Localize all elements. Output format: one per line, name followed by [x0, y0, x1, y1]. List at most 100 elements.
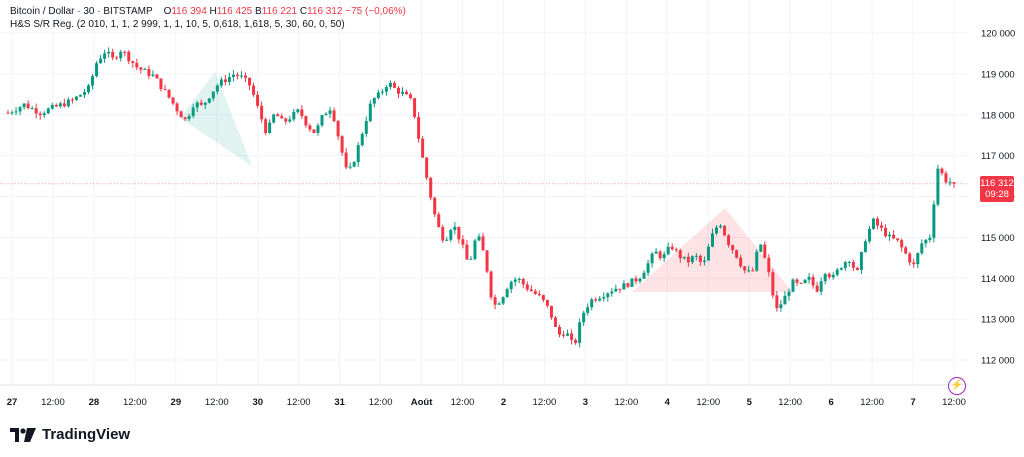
candle: [320, 114, 324, 128]
candle: [332, 107, 336, 123]
candle: [787, 288, 791, 301]
candle: [811, 274, 815, 289]
indicator-row: H&S S/R Reg. (2 010, 1, 1, 2 999, 1, 1, …: [10, 18, 406, 31]
x-tick-label: 31: [334, 397, 345, 408]
candle-body: [219, 79, 223, 86]
tradingview-logo[interactable]: TradingView: [10, 426, 130, 443]
candle-body: [710, 233, 714, 247]
candle: [244, 72, 248, 82]
candle: [219, 76, 223, 88]
candle: [235, 72, 239, 80]
x-tick-label: 28: [89, 397, 100, 408]
candle: [91, 73, 95, 90]
candle: [380, 88, 384, 96]
candle: [819, 277, 823, 295]
candle-body: [260, 105, 264, 120]
candle: [871, 217, 875, 230]
candle-body: [706, 246, 710, 261]
candle-body: [843, 262, 847, 268]
candle: [710, 228, 714, 248]
candle-body: [666, 246, 670, 255]
candle-body: [244, 75, 248, 78]
ohlc-high-label: H: [209, 6, 217, 17]
candle: [795, 278, 799, 287]
candle-body: [614, 288, 618, 292]
candle-body: [364, 120, 368, 134]
candle: [191, 103, 195, 119]
candle: [650, 252, 654, 268]
candle: [95, 61, 99, 78]
candle: [26, 100, 30, 110]
candle-body: [199, 102, 203, 105]
candle: [876, 216, 880, 230]
candle: [473, 238, 477, 261]
candle: [268, 119, 272, 134]
y-tick-label: 120 000: [981, 29, 1015, 40]
candle-body: [505, 289, 509, 298]
candle: [405, 89, 409, 95]
candle-body: [948, 182, 952, 184]
symbol-title[interactable]: Bitcoin / Dollar · 30 · BITSTAMP: [10, 6, 153, 17]
candle-body: [702, 260, 706, 262]
candle: [50, 102, 54, 110]
x-tick-label: 12:00: [287, 397, 311, 408]
candle-body: [694, 255, 698, 257]
candle-body: [912, 262, 916, 265]
candle: [131, 60, 135, 68]
candle-body: [91, 76, 95, 86]
candle: [815, 281, 819, 293]
candle-body: [775, 295, 779, 309]
candle-body: [175, 103, 179, 112]
candle-body: [453, 226, 457, 231]
y-tick-label: 119 000: [981, 69, 1015, 80]
candle-body: [755, 251, 759, 271]
candle-body: [952, 182, 956, 184]
candle-body: [252, 85, 256, 95]
candle: [429, 176, 433, 201]
candle-body: [751, 270, 755, 272]
candle: [606, 292, 610, 302]
candle-body: [256, 94, 260, 106]
candle: [155, 73, 159, 79]
candle-body: [392, 82, 396, 88]
candle: [731, 244, 735, 254]
candle-body: [95, 63, 99, 77]
candle: [187, 113, 191, 122]
candle: [10, 110, 14, 116]
candle: [139, 66, 143, 74]
x-tick-label: 27: [7, 397, 18, 408]
candle: [791, 278, 795, 293]
candle: [549, 305, 553, 320]
candle-body: [896, 238, 900, 241]
candle-body: [928, 237, 932, 240]
bar-countdown: 09:28: [985, 188, 1009, 200]
candle: [66, 97, 70, 108]
candle-body: [280, 116, 284, 119]
candle: [626, 282, 630, 289]
lightning-icon[interactable]: ⚡: [948, 377, 966, 395]
candle-body: [276, 114, 280, 117]
candle: [513, 277, 517, 287]
ohlc-close: 116 312: [307, 6, 343, 17]
candle: [553, 316, 557, 328]
candle: [545, 299, 549, 308]
candle-body: [143, 68, 147, 70]
last-price-badge: 116 312 09:28: [980, 175, 1014, 202]
candle-body: [646, 263, 650, 273]
candle-body: [388, 82, 392, 87]
candle-body: [352, 162, 356, 167]
indicator-title[interactable]: H&S S/R Reg. (2 010, 1, 1, 2 999, 1, 1, …: [10, 19, 345, 30]
candle-body: [924, 239, 928, 244]
candle-body: [686, 256, 690, 263]
candle-body: [155, 74, 159, 79]
candle: [163, 84, 167, 91]
candle: [316, 123, 320, 136]
candle: [304, 115, 308, 128]
candle-body: [320, 115, 324, 126]
candle-body: [103, 53, 107, 59]
candle-body: [795, 279, 799, 283]
candle-body: [876, 218, 880, 226]
candle-body: [497, 303, 501, 305]
candle: [763, 241, 767, 259]
